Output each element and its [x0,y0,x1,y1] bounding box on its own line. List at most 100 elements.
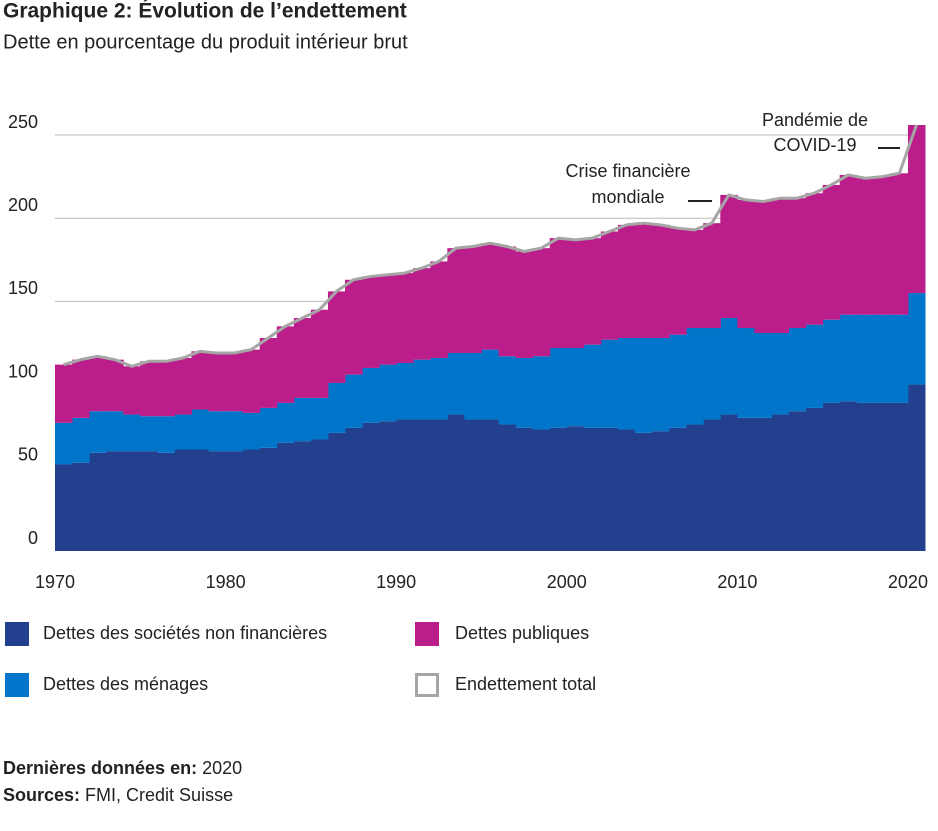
area-segment [771,414,790,551]
area-segment [856,314,875,403]
area-segment [430,261,448,358]
area-segment [430,357,448,420]
area-segment [856,402,875,551]
y-tick-label: 0 [28,528,38,548]
x-tick-label: 1970 [35,572,75,592]
area-segment [549,347,568,428]
area-segment [106,451,124,551]
area-segment [276,402,295,443]
area-segment [907,384,926,551]
area-segment [123,414,141,452]
area-segment [583,344,602,428]
area-segment [140,416,158,452]
area-segment [583,427,602,551]
area-segment [907,293,926,385]
area-segment [549,238,568,348]
area-segment [89,356,107,412]
area-segment [55,464,73,551]
area-segment [157,361,175,417]
area-segment [600,231,619,340]
area-segment [413,359,431,420]
area-segment [481,243,500,350]
area-segment [242,412,261,450]
area-segment [686,229,704,329]
area-segment [617,224,636,339]
x-tick-label: 1980 [206,572,246,592]
area-segment [617,429,636,551]
area-segment [191,409,210,450]
area-segment [873,314,892,403]
area-segment [191,351,210,410]
note: Dernières données en: 2020 [3,758,242,778]
area-segment [566,347,585,427]
area-segment [447,248,465,353]
area-segment [464,352,482,420]
area-segment [208,451,227,551]
area-segment [498,246,517,357]
area-segment [515,357,534,428]
area-segment [345,374,363,428]
area-segment [89,452,107,551]
area-segment [788,328,807,412]
area-segment [720,318,738,415]
area-segment [822,184,841,320]
area-segment [532,429,551,551]
area-segment [669,334,687,428]
area-segment [362,276,380,368]
note-label: Dernières données en: [3,758,197,778]
area-segment [856,178,875,315]
area-segment [754,201,772,334]
area-segment [635,338,653,433]
area-segment [737,417,755,551]
area-segment [669,427,687,551]
x-tick-label: 1990 [376,572,416,592]
area-segment [174,449,192,551]
area-segment [157,452,175,551]
area-segment [89,411,107,453]
area-segment [515,251,534,358]
area-segment [737,199,755,329]
area-segment [686,424,704,551]
annotation: Pandémie de [762,110,868,130]
area-segment [174,414,192,450]
area-segment [106,359,124,412]
area-segment [890,402,909,551]
legend-label: Endettement total [455,674,596,694]
area-segment [174,357,192,415]
area-segment [788,411,807,551]
area-segment [208,352,227,412]
y-tick-label: 100 [8,361,38,381]
area-segment [345,427,363,551]
legend-label: Dettes publiques [455,623,589,643]
note-text: FMI, Credit Suisse [85,785,233,805]
area-segment [737,328,755,418]
area-segment [635,432,653,551]
area-segment [191,449,210,551]
area-segment [532,356,551,430]
annotation: mondiale [591,187,664,207]
legend-swatch [5,673,29,697]
area-segment [907,125,926,294]
area-segment [413,419,431,551]
area-segment [600,339,619,428]
area-segment [379,364,397,422]
area-segment [839,174,858,315]
area-segment [890,314,909,403]
x-tick-label: 2020 [888,572,928,592]
area-segment [754,417,772,551]
area-segment [413,268,431,360]
area-segment [259,407,278,448]
area-segment [396,273,414,363]
area-segment [771,198,790,334]
area-segment [686,328,704,425]
note-label: Sources: [3,785,80,805]
area-segment [242,449,261,551]
area-segment [720,194,738,319]
area-segment [396,362,414,420]
area-segment [55,364,73,423]
x-tick-label: 2010 [717,572,757,592]
area-segment [242,349,261,413]
area-segment [822,319,841,403]
area-segment [464,419,482,551]
